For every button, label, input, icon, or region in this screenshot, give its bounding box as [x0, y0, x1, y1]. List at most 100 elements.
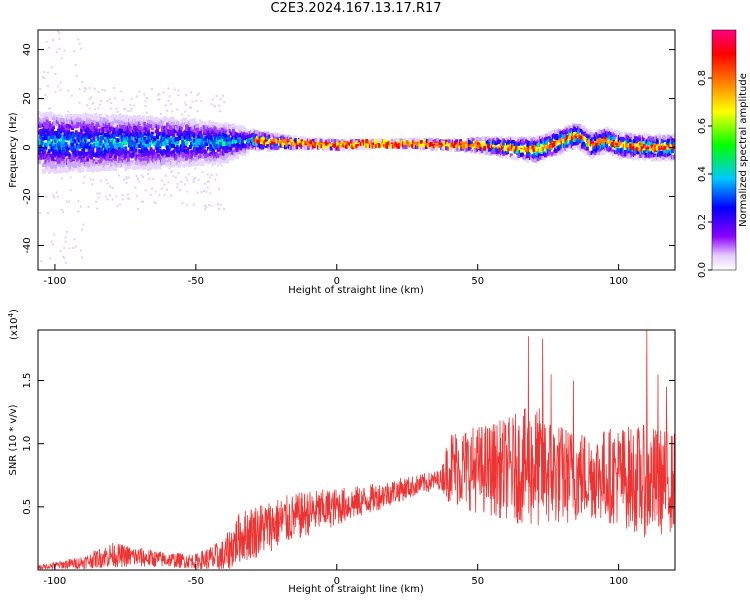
heat-cell [594, 143, 598, 148]
heat-cell [209, 192, 212, 195]
heat-cell [257, 139, 261, 144]
heat-cell [59, 250, 62, 253]
heat-cell [152, 149, 156, 154]
heat-cell [106, 182, 109, 185]
heat-cell [239, 133, 243, 138]
heat-cell [57, 135, 60, 139]
heat-cell [339, 147, 343, 152]
heat-cell [92, 178, 95, 181]
heat-cell [162, 91, 165, 94]
heat-cell [584, 151, 588, 156]
heat-cell [616, 145, 620, 150]
heat-cell [153, 154, 157, 159]
heat-cell [45, 119, 49, 124]
heat-cell [95, 113, 98, 116]
heat-cell [541, 137, 545, 142]
heat-cell [416, 141, 419, 146]
heat-cell [669, 136, 673, 141]
heat-cell [69, 158, 73, 163]
snr-x-label: Height of straight line (km) [288, 584, 424, 595]
heat-cell [54, 165, 58, 170]
heat-cell [144, 152, 148, 157]
heat-cell [570, 136, 574, 141]
heat-cell [149, 165, 153, 170]
heat-cell [40, 159, 43, 162]
heat-cell [177, 172, 180, 174]
heat-cell [598, 129, 602, 134]
heat-cell [98, 192, 101, 195]
heat-cell [78, 155, 82, 160]
heat-cell [178, 189, 181, 192]
heat-cell [517, 145, 521, 150]
heat-cell [140, 149, 144, 154]
heat-cell [152, 164, 156, 169]
heat-cell [648, 151, 652, 156]
heat-cell [64, 236, 67, 239]
heat-cell [610, 128, 613, 133]
heat-cell [130, 108, 133, 110]
heat-cell [166, 188, 169, 191]
heat-cell [667, 141, 671, 146]
heat-cell [447, 139, 451, 144]
heat-cell [223, 101, 226, 104]
heat-cell [352, 138, 356, 143]
heat-cell [518, 137, 522, 142]
heat-cell [134, 152, 138, 157]
heat-cell [128, 165, 132, 170]
heat-cell [73, 164, 77, 168]
heat-cell [136, 177, 139, 180]
heat-cell [218, 147, 222, 152]
heat-cell [580, 130, 584, 135]
heat-cell [298, 146, 301, 151]
heat-cell [667, 147, 671, 152]
heat-cell [560, 148, 564, 153]
heat-cell [45, 116, 49, 121]
heat-cell [617, 137, 621, 142]
heat-cell [514, 137, 518, 142]
heat-cell [536, 157, 540, 162]
heat-cell [116, 204, 119, 207]
heat-cell [589, 154, 593, 159]
heat-cell [186, 204, 189, 207]
heat-cell [110, 152, 114, 157]
heat-cell [211, 98, 214, 101]
heat-cell [294, 135, 298, 140]
heat-cell [408, 137, 412, 142]
heat-cell [377, 143, 381, 148]
heat-cell [194, 167, 196, 170]
heat-cell [520, 148, 523, 153]
heat-cell [254, 129, 258, 134]
heat-cell [158, 117, 162, 122]
heat-cell [45, 129, 49, 134]
heat-cell [59, 115, 63, 120]
heat-cell [277, 135, 281, 140]
heat-cell [138, 114, 142, 119]
heat-cell [123, 114, 125, 117]
heat-cell [545, 133, 549, 138]
snr-y-label: SNR (10 * v/v) [8, 404, 19, 475]
heat-cell [235, 125, 239, 130]
heat-cell [513, 156, 517, 161]
heat-cell [159, 122, 163, 127]
heat-cell [110, 102, 113, 105]
heat-cell [544, 153, 548, 158]
heat-cell [213, 104, 215, 107]
heat-cell [43, 169, 47, 174]
heat-cell [90, 138, 93, 143]
heat-cell [219, 144, 223, 149]
heat-cell [499, 135, 503, 140]
heat-cell [542, 134, 546, 139]
heat-cell [77, 38, 80, 41]
heat-cell [632, 133, 636, 138]
heat-cell [240, 138, 244, 143]
heat-cell [98, 159, 102, 164]
heat-cell [325, 140, 329, 145]
snr-line [38, 330, 675, 570]
heat-cell [190, 130, 194, 135]
heat-cell [156, 116, 158, 119]
heat-cell [97, 123, 101, 128]
heat-cell [52, 194, 54, 197]
heat-cell [76, 157, 80, 162]
heat-cell [659, 157, 663, 162]
heat-cell [227, 137, 230, 142]
